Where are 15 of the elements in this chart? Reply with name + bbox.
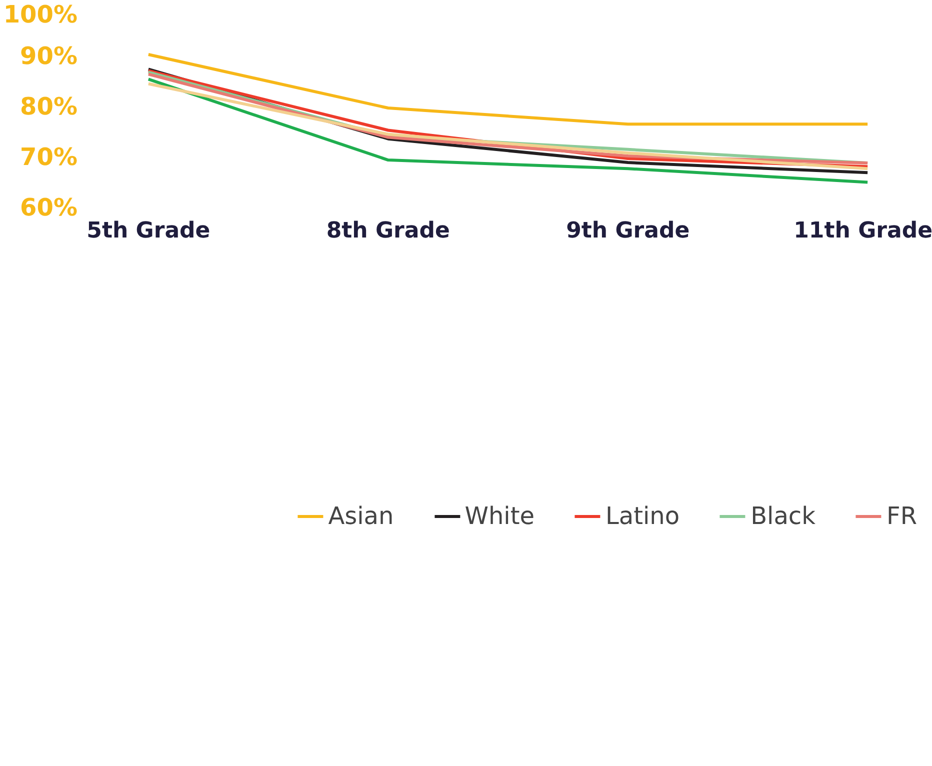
y-tick-label: 70%: [20, 143, 78, 171]
y-tick-label: 80%: [20, 92, 78, 120]
legend-label: Asian: [328, 502, 394, 530]
x-tick-label: 5th Grade: [86, 218, 210, 244]
x-tick-label: 8th Grade: [326, 218, 450, 244]
x-tick-label: 9th Grade: [566, 218, 690, 244]
x-tick-label: 11th Grade: [794, 218, 932, 244]
legend-label: Black: [750, 502, 816, 530]
legend-label: FR: [886, 502, 917, 530]
line-series: [146, 78, 870, 184]
legend-label: Latino: [606, 502, 680, 530]
y-tick-label: 100%: [3, 0, 78, 28]
legend-label: White: [464, 502, 535, 530]
y-tick-label: 90%: [20, 42, 78, 70]
y-tick-label: 60%: [20, 194, 78, 222]
